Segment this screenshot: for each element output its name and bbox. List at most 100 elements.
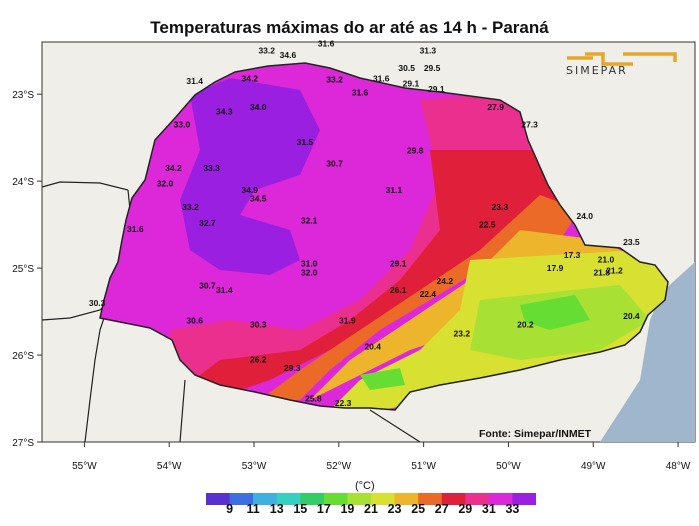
legend-tick-label: 15 (293, 502, 308, 516)
legend-swatch (323, 493, 348, 505)
legend-tick-label: 17 (316, 502, 331, 516)
field-27-29 (180, 150, 575, 400)
station-value: 32.0 (157, 179, 174, 189)
station-value: 21.2 (606, 266, 623, 276)
legend-tick-label: 25 (411, 502, 426, 516)
station-value: 30.7 (199, 280, 216, 290)
legend-tick-label: 19 (340, 502, 355, 516)
station-value: 29.1 (403, 79, 420, 89)
field-25-27 (260, 195, 580, 400)
station-value: 32.7 (199, 218, 216, 228)
station-value: 30.7 (326, 159, 343, 169)
station-value: 26.2 (250, 354, 267, 364)
lat-tick-label: 27°S (12, 438, 34, 449)
lon-tick-label: 51°W (411, 461, 436, 472)
station-value: 31.5 (297, 137, 314, 147)
station-value: 23.5 (623, 237, 640, 247)
station-value: 33.0 (174, 120, 191, 130)
station-value: 29.3 (284, 363, 301, 373)
lat-tick-label: 26°S (12, 351, 34, 362)
station-value: 31.6 (373, 74, 390, 84)
station-value: 33.3 (203, 163, 220, 173)
simepar-logo-icon (567, 52, 677, 66)
legend-swatch (512, 493, 536, 505)
station-value: 32.1 (301, 215, 318, 225)
legend-tick-label: 21 (364, 502, 378, 516)
station-value: 22.5 (479, 220, 496, 230)
station-value: 31.6 (352, 87, 369, 97)
lon-tick-label: 55°W (72, 461, 97, 472)
station-value: 31.6 (127, 224, 144, 234)
station-value: 31.4 (186, 76, 203, 86)
ocean-area (600, 262, 695, 442)
station-value: 33.2 (182, 202, 199, 212)
legend-colorbar (206, 493, 536, 505)
station-value: 23.2 (454, 328, 471, 338)
lon-tick-label: 53°W (242, 461, 267, 472)
station-value: 34.6 (280, 50, 297, 60)
station-value: 33.2 (326, 74, 343, 84)
station-value: 31.6 (318, 39, 335, 49)
station-value: 30.5 (398, 63, 415, 73)
legend-tick-label: 33 (505, 502, 520, 516)
station-value: 30.3 (250, 320, 267, 330)
station-value: 26.1 (390, 285, 407, 295)
station-value: 27.3 (521, 120, 538, 130)
legend-swatch (441, 493, 466, 505)
station-value: 21.8 (593, 267, 610, 277)
station-value: 22.4 (420, 289, 437, 299)
station-value: 17.9 (547, 263, 564, 273)
legend-tick-label: 23 (387, 502, 402, 516)
station-value: 29.1 (390, 259, 407, 269)
station-value: 34.5 (250, 194, 267, 204)
legend-swatch (465, 493, 490, 505)
station-value: 31.3 (420, 46, 437, 56)
station-value: 20.4 (364, 341, 381, 351)
station-value: 20.4 (623, 311, 640, 321)
legend-tick-label: 29 (458, 502, 473, 516)
field-17-19 (360, 295, 590, 390)
station-value: 27.9 (487, 102, 504, 112)
lat-tick-label: 23°S (12, 90, 34, 101)
lat-tick-label: 24°S (12, 177, 34, 188)
legend-swatch (394, 493, 419, 505)
map-axes: 55°W 54°W 53°W 52°W 51°W 50°W 49°W 48°W 23°S 24°S… (12, 90, 691, 472)
station-value: 34.3 (216, 107, 233, 117)
legend-tick-label: 27 (434, 502, 449, 516)
lon-tick-label: 49°W (581, 461, 606, 472)
station-value: 30.6 (186, 315, 203, 325)
station-value: 31.0 (301, 259, 318, 269)
station-value: 31.4 (216, 285, 233, 295)
legend-unit: (°C) (355, 480, 375, 492)
station-value: 17.3 (564, 250, 581, 260)
station-value: 30.3 (89, 298, 106, 308)
station-value: 25.8 (305, 394, 322, 404)
lon-tick-label: 48°W (666, 461, 691, 472)
station-value: 31.1 (386, 185, 403, 195)
station-value: 21.0 (598, 254, 615, 264)
lon-tick-label: 52°W (327, 461, 352, 472)
station-value: 20.2 (517, 320, 534, 330)
legend-swatch (300, 493, 325, 505)
legend-swatch (206, 493, 231, 505)
legend-tick-label: 9 (226, 502, 234, 516)
parana-state-outline (99, 62, 669, 411)
source-credit: Fonte: Simepar/INMET (479, 428, 592, 440)
station-value: 29.1 (428, 84, 445, 94)
station-value: 24.2 (437, 276, 454, 286)
station-value: 31.9 (339, 315, 356, 325)
station-value: 34.2 (241, 74, 258, 84)
legend-swatch (488, 493, 513, 505)
station-value: 29.8 (407, 146, 424, 156)
station-value: 22.3 (335, 398, 352, 408)
lon-tick-label: 54°W (157, 461, 182, 472)
legend-swatch (276, 493, 301, 505)
station-value: 34.2 (165, 163, 182, 173)
station-value: 34.0 (250, 102, 267, 112)
station-value: 23.3 (492, 202, 509, 212)
station-value: 32.0 (301, 267, 318, 277)
station-value: 33.2 (258, 46, 275, 56)
lat-tick-label: 25°S (12, 264, 34, 275)
station-value: 34.9 (241, 185, 258, 195)
